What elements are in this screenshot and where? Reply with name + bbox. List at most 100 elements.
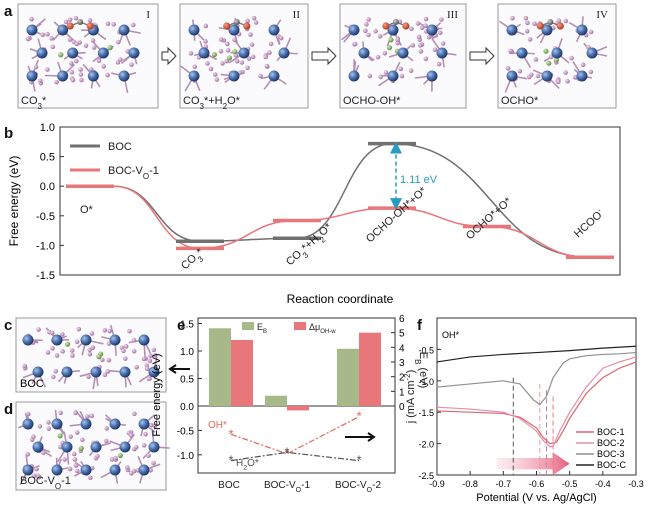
adsorbate-oxygen-atom	[556, 22, 564, 30]
legend-label: BOC	[108, 141, 132, 153]
oxygen-atom	[423, 23, 428, 29]
bismuth-atom	[188, 24, 200, 36]
oxygen-atom	[532, 21, 537, 26]
oxygen-atom	[91, 45, 97, 50]
bismuth-atom	[138, 418, 150, 430]
oxygen-atom	[105, 369, 111, 374]
oxygen-atom	[54, 79, 59, 85]
left-y-tick-label: 1.5	[180, 320, 194, 331]
oxygen-atom	[417, 43, 423, 48]
oxygen-atom	[218, 48, 224, 54]
right-y-tick-label: 4	[399, 343, 405, 354]
y-tick-label: -2.5	[418, 471, 434, 481]
right-y-tick-label: 3	[399, 358, 405, 369]
bismuth-atom	[109, 418, 121, 430]
oxygen-atom	[419, 25, 425, 31]
bismuth-atom	[118, 24, 130, 36]
plot-frame	[59, 126, 621, 276]
x-tick-label: -0.8	[462, 479, 478, 489]
bismuth-atom	[148, 441, 160, 453]
oxygen-atom	[69, 61, 74, 66]
oxygen-atom	[382, 50, 388, 56]
oxygen-atom	[49, 36, 54, 41]
oxygen-atom	[225, 48, 231, 53]
bismuth-atom	[506, 24, 518, 36]
panel-e-bar-chart: 0 1 2 3 4 5 6 -1.0 -0.5 0.0 0.5 1.0 1.5 Free energy (…	[151, 314, 429, 494]
bismuth-atom	[138, 334, 150, 346]
state-label: O*	[80, 204, 94, 216]
chlorine-atom	[107, 45, 113, 51]
y-tick-label: -1.5	[36, 270, 55, 282]
oxygen-atom	[416, 34, 422, 40]
bismuth-atom	[551, 47, 563, 59]
oh-line	[230, 416, 360, 455]
oxygen-atom	[398, 66, 404, 72]
oxygen-atom	[249, 42, 255, 47]
adsorbate-carbon-atom	[77, 19, 84, 25]
chlorine-atom	[226, 55, 233, 61]
delta-mu-bar	[359, 332, 381, 406]
oxygen-atom	[40, 32, 46, 38]
oxygen-atom	[45, 67, 50, 72]
oxygen-atom	[58, 410, 64, 416]
chlorine-atom	[388, 37, 394, 43]
adsorbate-oxygen-atom	[66, 22, 74, 30]
oxygen-atom	[31, 473, 37, 479]
bismuth-atom	[119, 366, 131, 378]
oxygen-atom	[192, 64, 197, 70]
bismuth-atom	[586, 47, 598, 59]
oxygen-atom	[132, 411, 137, 417]
bismuth-atom	[32, 366, 44, 378]
bismuth-atom	[97, 47, 109, 59]
legend-swatch	[294, 322, 306, 330]
oxygen-atom	[556, 79, 561, 85]
oxygen-atom	[62, 457, 67, 462]
y-axis-label: Free energy (eV)	[7, 156, 21, 247]
h2o-series-label: H2O*	[236, 458, 259, 472]
oxygen-atom	[415, 21, 421, 26]
oxygen-atom	[90, 345, 96, 350]
oxygen-atom	[225, 41, 230, 47]
oxygen-atom	[278, 35, 284, 41]
oxygen-atom	[60, 332, 65, 337]
oxygen-atom	[245, 18, 250, 24]
oxygen-atom	[68, 434, 73, 439]
oh-series-label: OH*	[208, 420, 227, 431]
oxygen-atom	[569, 55, 574, 61]
x-axis-label: Reaction coordinate	[287, 292, 394, 306]
oxygen-atom	[128, 433, 134, 438]
bismuth-atom	[90, 441, 102, 453]
oxygen-atom	[63, 19, 69, 25]
bismuth-atom	[238, 47, 250, 59]
oxygen-atom	[352, 41, 358, 47]
oxygen-atom	[149, 422, 154, 428]
oxygen-atom	[251, 15, 257, 21]
oxygen-atom	[423, 56, 429, 62]
oxygen-atom	[31, 434, 36, 440]
y-tick-label: 1.0	[40, 122, 55, 134]
adsorbate-oxygen-atom	[86, 22, 94, 30]
bismuth-atom	[61, 366, 73, 378]
step-caption: CO3*	[21, 95, 47, 111]
oxygen-atom	[524, 28, 530, 34]
structure-model	[341, 16, 457, 92]
left-y-tick-label: -0.5	[177, 426, 195, 437]
oxygen-atom	[67, 17, 73, 22]
oxygen-atom	[188, 51, 194, 56]
legend-label: EB	[257, 322, 267, 335]
oxygen-atom	[375, 54, 381, 60]
step-caption: CO3*+H2O*	[183, 95, 241, 111]
oxygen-atom	[131, 337, 137, 343]
bismuth-atom	[348, 24, 360, 36]
plot-frame	[197, 317, 396, 474]
oxygen-atom	[143, 431, 148, 437]
lsv-curve-boc-3	[436, 351, 637, 406]
oxygen-atom	[74, 339, 80, 345]
oxygen-atom	[131, 348, 137, 354]
legend-label: BOC-1	[597, 427, 625, 437]
x-tick-label: -0.4	[595, 479, 611, 489]
oxygen-atom	[436, 61, 442, 67]
state-label: CO3*+H2O*	[284, 221, 337, 271]
oxygen-atom	[572, 75, 578, 80]
lsv-curve-boc-1	[436, 361, 637, 445]
